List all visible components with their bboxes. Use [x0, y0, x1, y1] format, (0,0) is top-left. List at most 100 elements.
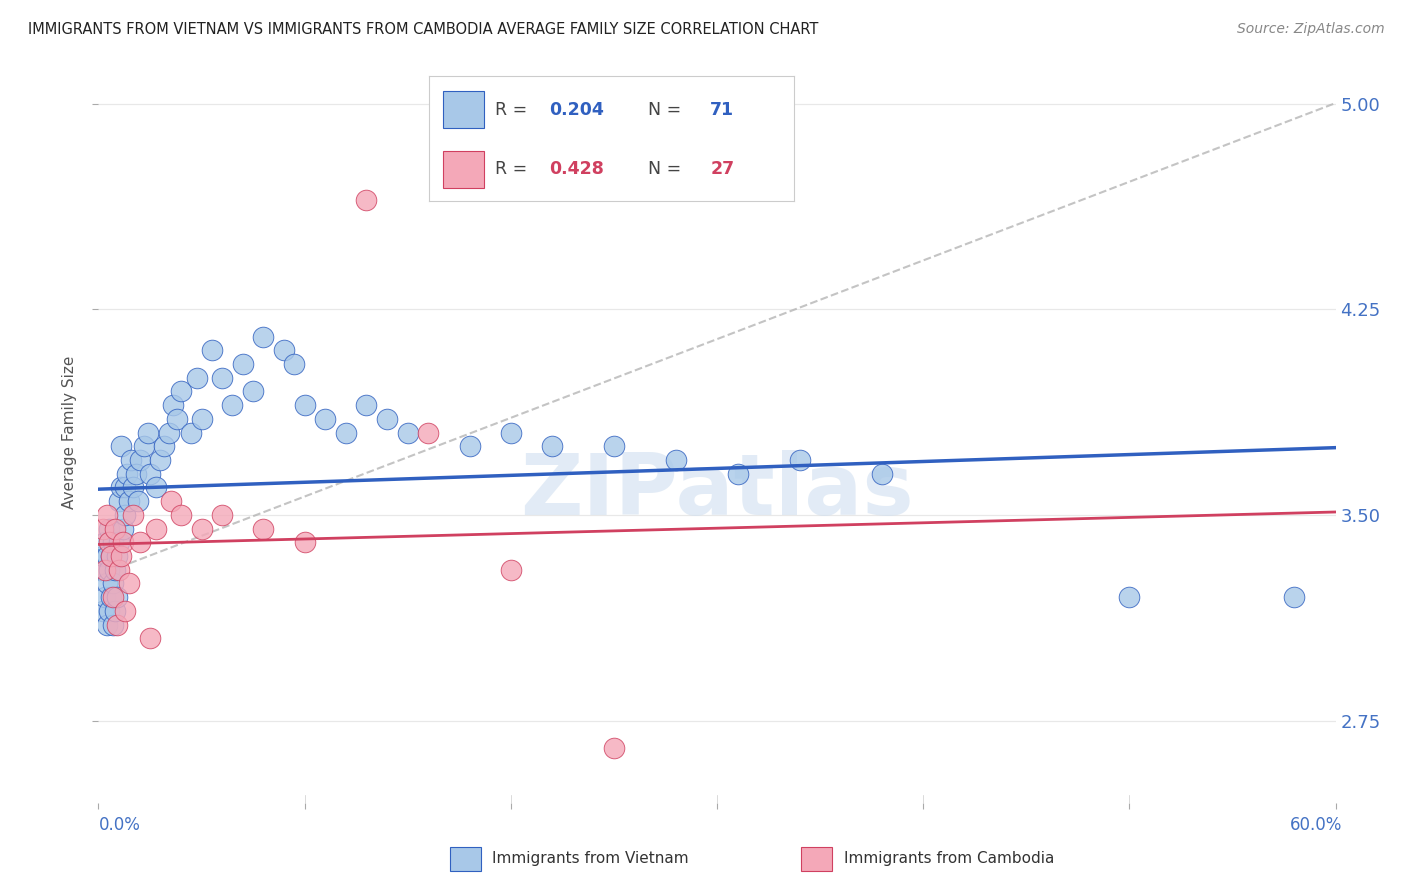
Point	[96, 576, 118, 591]
Point	[89, 563, 111, 577]
Point	[149, 453, 172, 467]
Text: 71: 71	[710, 101, 734, 119]
Point	[153, 439, 176, 453]
Bar	[443, 91, 484, 128]
Point	[356, 193, 378, 207]
Point	[283, 357, 305, 371]
Point	[356, 398, 378, 412]
Point	[458, 439, 481, 453]
Point	[541, 439, 564, 453]
Point	[110, 480, 132, 494]
Point	[124, 467, 146, 481]
Point	[727, 467, 749, 481]
Point	[100, 549, 122, 563]
Point	[96, 508, 118, 522]
Point	[170, 508, 193, 522]
Point	[97, 522, 120, 536]
Point	[170, 384, 193, 399]
Point	[418, 425, 440, 440]
Point	[252, 522, 274, 536]
Point	[136, 425, 159, 440]
Point	[1284, 590, 1306, 604]
Point	[201, 343, 224, 358]
Point	[499, 563, 522, 577]
Text: 0.204: 0.204	[550, 101, 605, 119]
Point	[96, 549, 118, 563]
Point	[120, 453, 142, 467]
Point	[101, 576, 124, 591]
Point	[132, 439, 155, 453]
Point	[145, 480, 167, 494]
Point	[396, 425, 419, 440]
Point	[118, 576, 141, 591]
Point	[499, 425, 522, 440]
Point	[108, 494, 131, 508]
Point	[211, 508, 233, 522]
Point	[96, 617, 118, 632]
Point	[101, 617, 124, 632]
Text: 0.428: 0.428	[550, 161, 605, 178]
Point	[166, 412, 188, 426]
Point	[97, 604, 120, 618]
Y-axis label: Average Family Size: Average Family Size	[62, 356, 77, 509]
Text: R =: R =	[495, 161, 533, 178]
Point	[789, 453, 811, 467]
Point	[118, 494, 141, 508]
Point	[114, 508, 136, 522]
Point	[93, 535, 115, 549]
Point	[105, 617, 128, 632]
Point	[190, 412, 212, 426]
Point	[100, 590, 122, 604]
Text: ZIPatlas: ZIPatlas	[520, 450, 914, 533]
Point	[186, 371, 208, 385]
Point	[157, 425, 180, 440]
Point	[110, 549, 132, 563]
Point	[108, 535, 131, 549]
Point	[159, 494, 181, 508]
Text: N =: N =	[648, 161, 688, 178]
Point	[211, 371, 233, 385]
Point	[91, 604, 114, 618]
Point	[139, 467, 162, 481]
Point	[117, 467, 139, 481]
Point	[101, 535, 124, 549]
Point	[91, 549, 114, 563]
Point	[101, 590, 124, 604]
Text: Source: ZipAtlas.com: Source: ZipAtlas.com	[1237, 22, 1385, 37]
Text: R =: R =	[495, 101, 533, 119]
Point	[104, 563, 127, 577]
Point	[139, 632, 162, 646]
Point	[294, 398, 316, 412]
Bar	[443, 151, 484, 188]
Point	[114, 604, 136, 618]
Text: Immigrants from Cambodia: Immigrants from Cambodia	[844, 852, 1054, 866]
Text: IMMIGRANTS FROM VIETNAM VS IMMIGRANTS FROM CAMBODIA AVERAGE FAMILY SIZE CORRELAT: IMMIGRANTS FROM VIETNAM VS IMMIGRANTS FR…	[28, 22, 818, 37]
Point	[603, 741, 626, 756]
Point	[97, 535, 120, 549]
Text: 60.0%: 60.0%	[1291, 816, 1343, 834]
Point	[221, 398, 243, 412]
Point	[112, 522, 135, 536]
Text: N =: N =	[648, 101, 688, 119]
Point	[162, 398, 184, 412]
Point	[122, 480, 145, 494]
Text: Immigrants from Vietnam: Immigrants from Vietnam	[492, 852, 689, 866]
Point	[93, 563, 115, 577]
Text: 27: 27	[710, 161, 734, 178]
Point	[93, 590, 115, 604]
Point	[122, 508, 145, 522]
Point	[145, 522, 167, 536]
Point	[110, 439, 132, 453]
Point	[180, 425, 202, 440]
Point	[252, 329, 274, 343]
Point	[104, 604, 127, 618]
Point	[294, 535, 316, 549]
Point	[190, 522, 212, 536]
Point	[375, 412, 398, 426]
Point	[232, 357, 254, 371]
Point	[242, 384, 264, 399]
Point	[127, 494, 149, 508]
Point	[108, 563, 131, 577]
Point	[105, 549, 128, 563]
Point	[91, 522, 114, 536]
